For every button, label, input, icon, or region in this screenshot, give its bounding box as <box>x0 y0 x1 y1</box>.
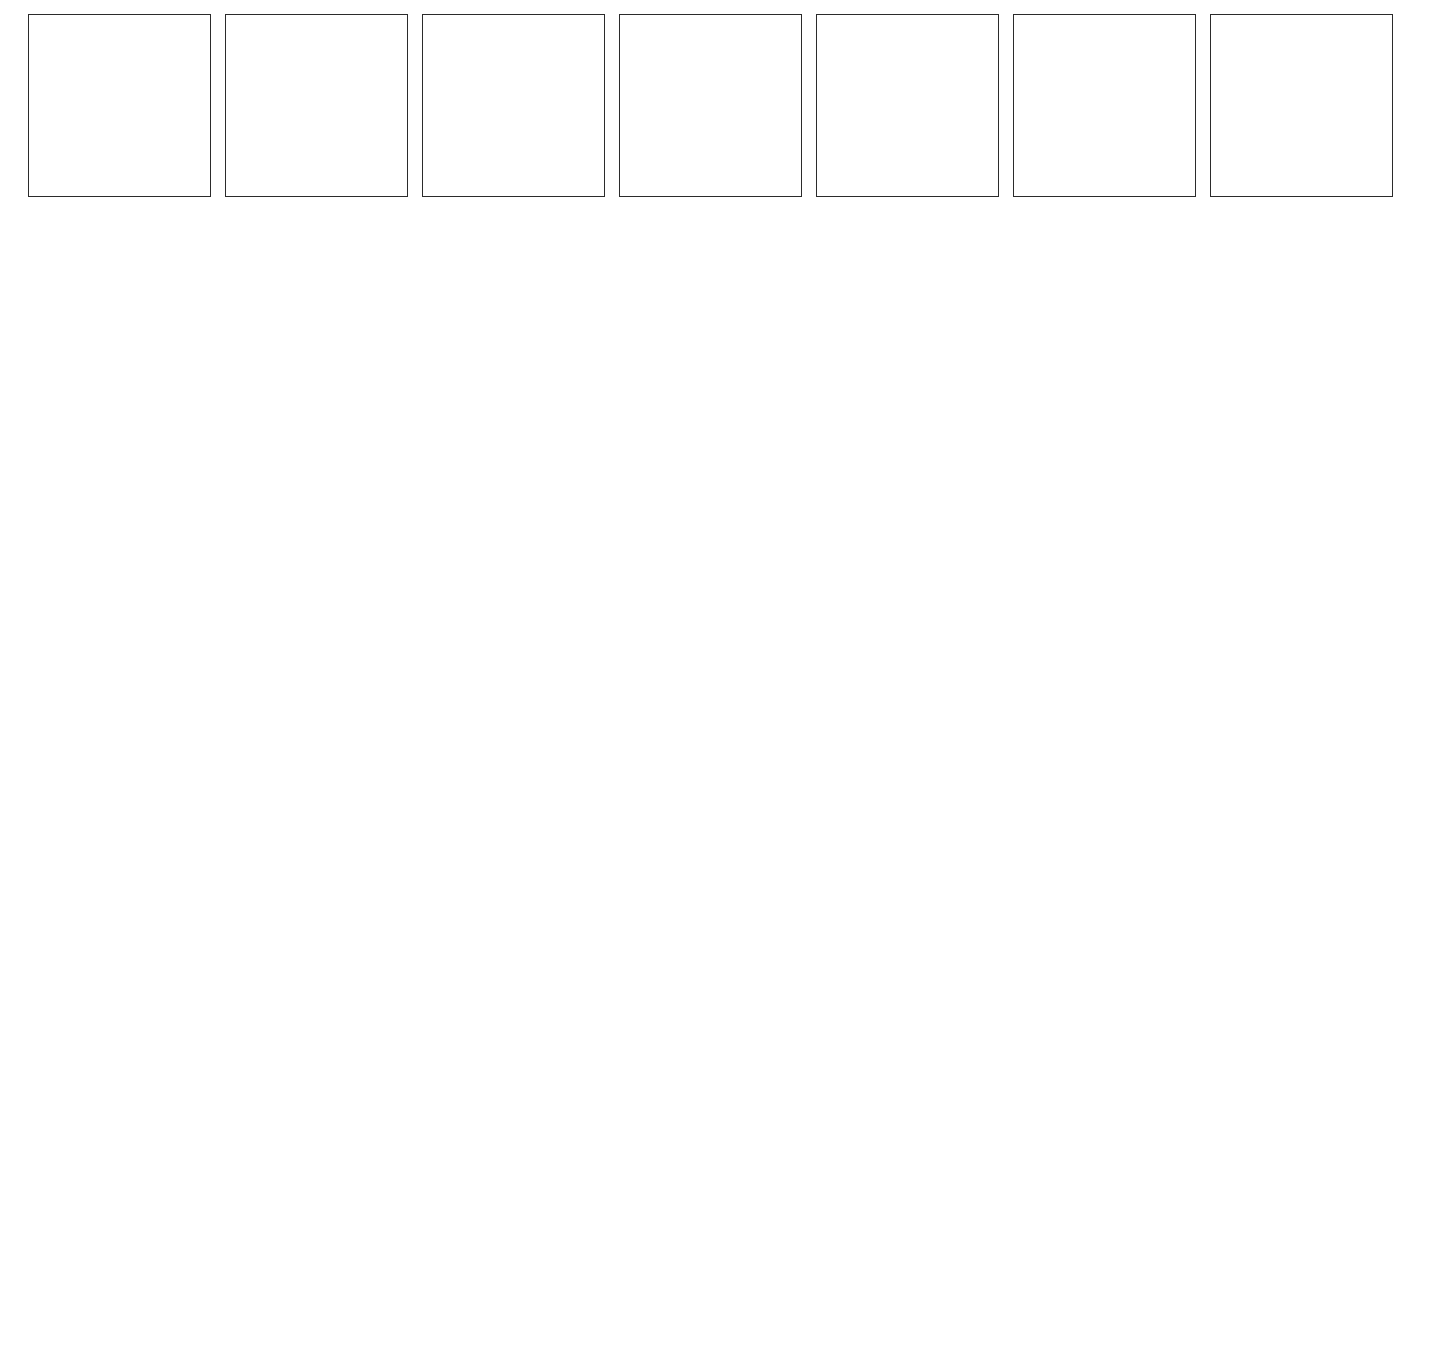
trajectory-panel <box>619 14 802 197</box>
trajectory-canvas <box>29 15 210 196</box>
place-cell-response-panel <box>810 730 991 911</box>
row-c-panels <box>0 488 1429 669</box>
heatmap-canvas <box>1008 488 1189 669</box>
vco-pc-heatmap-panel <box>612 260 793 441</box>
trajectory-panel <box>422 14 605 197</box>
vco-pc-heatmap-panel <box>18 260 199 441</box>
trajectory-panel <box>28 14 211 197</box>
heatmap-canvas <box>216 260 397 441</box>
place-cell-response-panel <box>1008 730 1189 911</box>
heatmap-canvas <box>18 730 199 911</box>
trajectory-canvas <box>1211 15 1392 196</box>
heatmap-canvas <box>216 730 397 911</box>
vco-pc-heatmap-panel <box>216 260 397 441</box>
trajectory-panel <box>225 14 408 197</box>
trajectory-panel <box>1210 14 1393 197</box>
place-cell-response-panel <box>1206 730 1387 911</box>
gc-pc-heatmap-panel <box>1008 488 1189 669</box>
place-cell-response-panel <box>18 730 199 911</box>
heatmap-canvas <box>612 730 793 911</box>
trajectory-canvas <box>226 15 407 196</box>
gc-pc-heatmap-panel <box>18 488 199 669</box>
vco-pc-heatmap-panel <box>810 260 991 441</box>
trajectory-canvas <box>1014 15 1195 196</box>
heatmap-canvas <box>1008 260 1189 441</box>
heatmap-canvas <box>18 260 199 441</box>
place-cell-response-panel <box>414 730 595 911</box>
heatmap-canvas <box>1206 488 1387 669</box>
trajectory-canvas <box>423 15 604 196</box>
place-cell-response-panel <box>612 730 793 911</box>
heatmap-canvas <box>612 488 793 669</box>
trajectory-panel <box>1013 14 1196 197</box>
vco-pc-heatmap-panel <box>1206 260 1387 441</box>
place-cell-response-panel <box>216 730 397 911</box>
vco-pc-heatmap-panel <box>1008 260 1189 441</box>
gc-pc-heatmap-panel <box>810 488 991 669</box>
gc-pc-heatmap-panel <box>414 488 595 669</box>
row-b-panels <box>0 260 1429 441</box>
trajectory-canvas <box>817 15 998 196</box>
heatmap-canvas <box>1008 730 1189 911</box>
trajectory-panel <box>816 14 999 197</box>
trajectory-canvas <box>620 15 801 196</box>
heatmap-canvas <box>216 488 397 669</box>
row-a-panels <box>0 14 1429 197</box>
heatmap-canvas <box>18 488 199 669</box>
gc-pc-heatmap-panel <box>1206 488 1387 669</box>
heatmap-canvas <box>414 488 595 669</box>
heatmap-canvas <box>612 260 793 441</box>
heatmap-canvas <box>1206 730 1387 911</box>
vco-pc-heatmap-panel <box>414 260 595 441</box>
gc-pc-heatmap-panel <box>216 488 397 669</box>
heatmap-canvas <box>810 260 991 441</box>
heatmap-canvas <box>810 730 991 911</box>
gc-pc-heatmap-panel <box>612 488 793 669</box>
heatmap-canvas <box>1206 260 1387 441</box>
heatmap-canvas <box>414 730 595 911</box>
heatmap-canvas <box>810 488 991 669</box>
row-d-panels <box>0 730 1429 911</box>
heatmap-canvas <box>414 260 595 441</box>
